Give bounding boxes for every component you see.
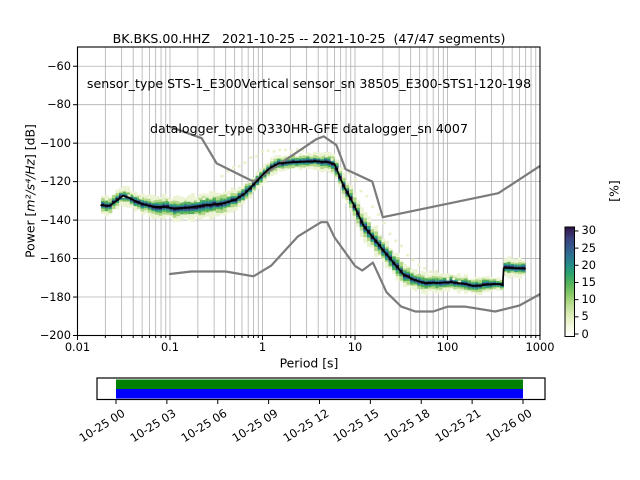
noise-model-nlnm-line (168, 221, 540, 313)
y-tick-label: −180 (39, 289, 71, 304)
plot-frame (76, 46, 541, 337)
axis-ticks (73, 65, 541, 340)
title-line-2: sensor_type STS-1_E300Vertical sensor_sn… (86, 76, 532, 91)
colorbar-tick-label: 25 (581, 240, 597, 255)
x-tick-label: 10 (347, 340, 363, 354)
timeline-bar-coverage-used (116, 379, 523, 389)
x-axis-label: Period [s] (279, 355, 339, 371)
x-tick-label: 0.1 (160, 340, 180, 354)
colorbar-tick-label: 0 (581, 326, 589, 341)
colorbar-tick-label: 20 (581, 257, 597, 272)
y-tick-label: −80 (46, 97, 71, 112)
ppsd-mode-line (100, 160, 526, 287)
x-tick-label: 1 (258, 340, 267, 354)
y-tick-label: −160 (39, 251, 71, 266)
x-tick-label: 1000 (525, 340, 555, 354)
colorbar-tick-label: 10 (581, 292, 597, 307)
colorbar-tick-label: 15 (581, 274, 597, 289)
noise-model-nhnm-line (168, 125, 540, 219)
x-tick-label: 100 (436, 340, 459, 354)
colorbar (564, 226, 575, 337)
colorbar-label: [%] (606, 180, 622, 202)
x-tick-label: 0.01 (64, 340, 91, 354)
colorbar-tick-label: 5 (581, 309, 589, 324)
colorbar-tick-label: 30 (581, 223, 597, 238)
title-line-3: datalogger_type Q330HR-GFE datalogger_sn… (150, 121, 468, 136)
y-tick-label: −120 (39, 174, 71, 189)
ppsd-histogram (101, 151, 526, 296)
y-tick-label: −100 (39, 135, 71, 150)
ppsd-faint-traces (121, 148, 462, 284)
y-tick-label: −200 (39, 328, 71, 342)
title-line-1: BK.BKS.00.HHZ 2021-10-25 -- 2021-10-25 (… (112, 31, 506, 46)
figure-title: BK.BKS.00.HHZ 2021-10-25 -- 2021-10-25 (… (78, 1, 540, 166)
y-tick-label: −140 (39, 212, 71, 227)
y-tick-label: −60 (46, 58, 71, 73)
timeline-bar-coverage-data (116, 389, 523, 399)
